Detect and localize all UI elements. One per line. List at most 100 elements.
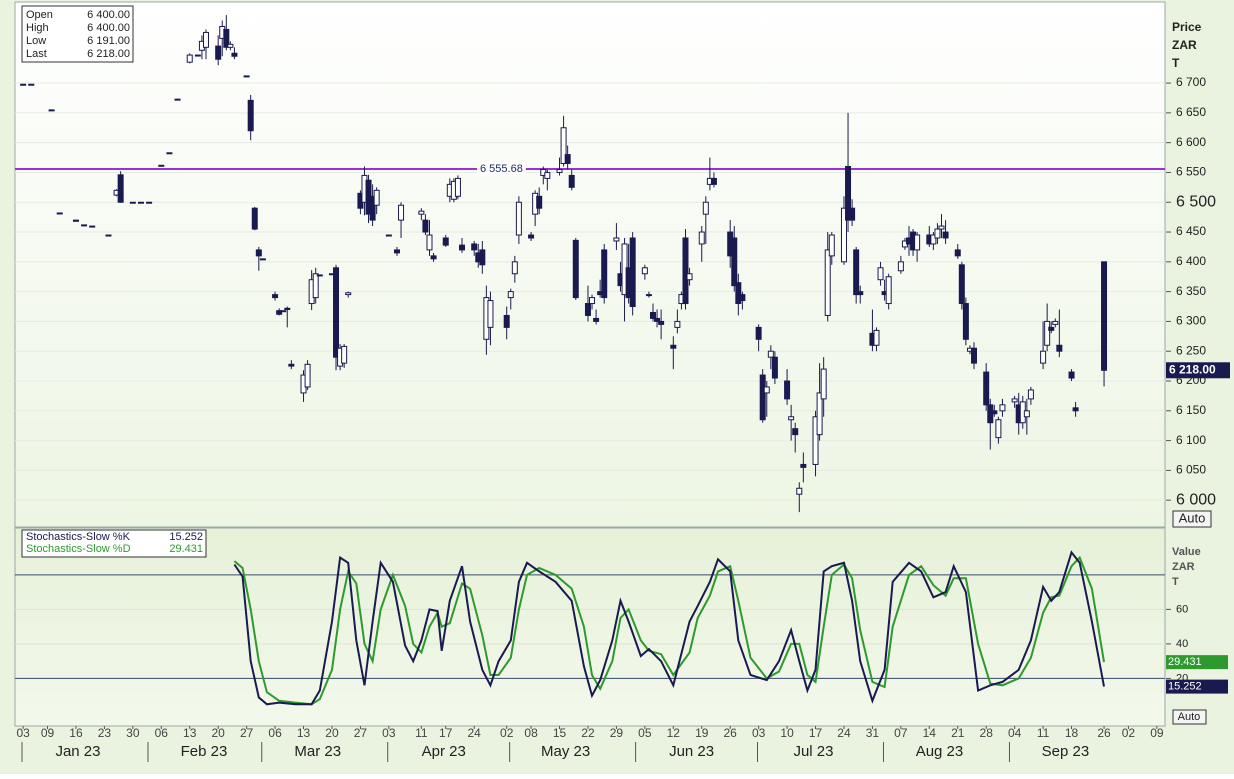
candle-body — [231, 52, 238, 57]
candle-body — [759, 374, 766, 421]
x-tick-label: 17 — [439, 726, 453, 740]
candle-body — [674, 320, 681, 328]
candle-body — [731, 237, 738, 287]
month-label: May 23 — [541, 743, 590, 760]
month-label: Sep 23 — [1042, 743, 1090, 760]
y-axis-title: ZAR — [1172, 38, 1197, 52]
candle-body — [243, 75, 250, 78]
candle-body — [796, 487, 803, 495]
candle-body — [223, 28, 230, 48]
candle-body — [670, 344, 677, 349]
candle-body — [788, 416, 795, 421]
last-value-tag — [1166, 655, 1228, 670]
candle-body — [702, 201, 709, 215]
candle-body — [991, 410, 998, 415]
candle-body — [1044, 320, 1051, 346]
candle-body — [259, 258, 266, 261]
candle-body — [247, 99, 254, 132]
candle-body — [479, 249, 486, 266]
auto-button-label: Auto — [1178, 711, 1201, 723]
y-tick-label: 6 100 — [1176, 433, 1206, 447]
candle-body — [227, 43, 234, 48]
candle-body — [962, 303, 969, 340]
candle-body — [345, 292, 352, 296]
candle-body — [72, 219, 79, 222]
candle-body — [393, 249, 400, 254]
candle-body — [458, 244, 465, 251]
x-tick-label: 06 — [268, 726, 282, 740]
candle-body — [613, 237, 620, 242]
candle-body — [800, 463, 807, 468]
candle-body — [20, 83, 27, 86]
x-tick-label: 08 — [524, 726, 538, 740]
candle-body — [930, 234, 937, 245]
x-tick-label: 18 — [1065, 726, 1079, 740]
x-tick-label: 17 — [809, 726, 823, 740]
last-price-tag — [1166, 362, 1230, 379]
candle-body — [528, 234, 535, 239]
x-tick-label: 16 — [69, 726, 83, 740]
candle-body — [442, 237, 449, 246]
x-tick-label: 26 — [724, 726, 738, 740]
candle-body — [418, 210, 425, 215]
candle-body — [954, 249, 961, 257]
x-tick-label: 27 — [240, 726, 254, 740]
auto-button-frame — [1172, 510, 1212, 528]
candle-body — [877, 267, 884, 281]
x-tick-label: 12 — [667, 726, 681, 740]
candle-body — [654, 317, 661, 322]
ohlc-label: High — [26, 22, 49, 34]
x-tick-label: 06 — [155, 726, 169, 740]
candle-body — [873, 329, 880, 346]
series-line — [233, 555, 1105, 706]
candle-body — [771, 356, 778, 379]
candle-body — [938, 225, 945, 230]
auto-button[interactable]: Auto — [1172, 709, 1207, 725]
month-label: Jan 23 — [55, 743, 100, 760]
auto-button[interactable]: Auto — [1172, 510, 1212, 528]
legend-value: 15.252 — [169, 531, 203, 543]
x-tick-label: 24 — [837, 726, 851, 740]
month-label: Jul 23 — [793, 743, 833, 760]
candle-body — [146, 201, 153, 204]
reference-label: 6 555.68 — [480, 163, 523, 175]
candle-body — [1048, 326, 1055, 331]
x-tick-label: 05 — [638, 726, 652, 740]
candle-body — [641, 267, 648, 275]
ohlc-value: 6 400.00 — [87, 22, 130, 34]
candle-body — [629, 237, 636, 308]
y-tick-label: 40 — [1176, 638, 1188, 650]
candle-body — [487, 300, 494, 328]
candle-body — [845, 165, 852, 221]
candle-body — [174, 98, 181, 101]
x-tick-label: 14 — [923, 726, 937, 740]
candle-body — [288, 363, 295, 367]
candle-body — [645, 294, 652, 297]
candle-body — [515, 201, 522, 236]
candle-body — [426, 234, 433, 251]
x-tick-label: 24 — [468, 726, 482, 740]
candle-body — [105, 234, 112, 237]
x-tick-label: 09 — [1150, 726, 1164, 740]
x-tick-label: 19 — [695, 726, 709, 740]
x-tick-label: 28 — [980, 726, 994, 740]
candle-body — [735, 282, 742, 305]
candle-body — [560, 127, 567, 165]
candle-body — [824, 249, 831, 316]
month-label: Apr 23 — [422, 743, 466, 760]
candle-body — [593, 317, 600, 322]
ohlc-value: 6 218.00 — [87, 48, 130, 60]
candle-body — [820, 368, 827, 400]
candle-body — [1068, 371, 1075, 379]
candle-body — [857, 291, 864, 296]
candle-body — [158, 164, 165, 167]
x-tick-label: 23 — [98, 726, 112, 740]
candle-body — [589, 297, 596, 305]
ohlc-box — [21, 5, 134, 63]
auto-button-frame — [1172, 709, 1207, 725]
candle-body — [755, 326, 762, 340]
candle-body — [422, 219, 429, 233]
candle-body — [784, 380, 791, 400]
